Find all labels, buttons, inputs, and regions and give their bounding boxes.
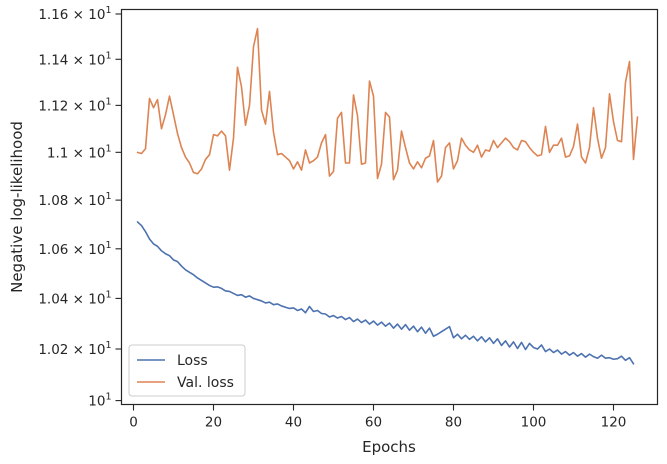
x-tick-label: 40 (285, 415, 302, 431)
plot-frame (120, 8, 659, 406)
y-axis-label: Negative log-likelihood (8, 121, 26, 293)
x-tick-label: 20 (205, 415, 222, 431)
x-tick-label: 80 (445, 415, 462, 431)
series-layer (136, 27, 639, 365)
x-tick-label: 100 (521, 415, 547, 431)
y-tick-label: 101 (88, 392, 111, 410)
y-tick-label: 1.14 × 101 (38, 50, 111, 68)
y-tick-label: 1.16 × 101 (38, 5, 111, 23)
y-axis: 101 1.02 × 101 1.04 × 101 1.06 × 101 1.08 × … (38, 5, 122, 410)
x-tick-label: 120 (601, 415, 627, 431)
legend-label-val-loss: Val. loss (177, 375, 234, 391)
y-tick-label: 1.06 × 101 (38, 240, 111, 258)
series-line-loss (136, 221, 635, 365)
y-tick-label: 1.02 × 101 (38, 340, 111, 358)
legend-label-loss: Loss (177, 353, 208, 369)
legend-box (128, 344, 246, 397)
x-axis: 0 20 40 60 80 100 120 (129, 404, 627, 431)
y-tick-label: 1.08 × 101 (38, 191, 111, 209)
y-tick-label: 1.12 × 101 (38, 96, 111, 114)
x-tick-label: 0 (129, 415, 138, 431)
x-axis-label: Epochs (362, 438, 416, 456)
x-tick-label: 60 (365, 415, 382, 431)
y-tick-label: 1.04 × 101 (38, 289, 111, 307)
legend: Loss Val. loss (128, 344, 246, 397)
series-line-val-loss (136, 27, 639, 183)
y-tick-label: 1.1 × 101 (47, 143, 112, 161)
